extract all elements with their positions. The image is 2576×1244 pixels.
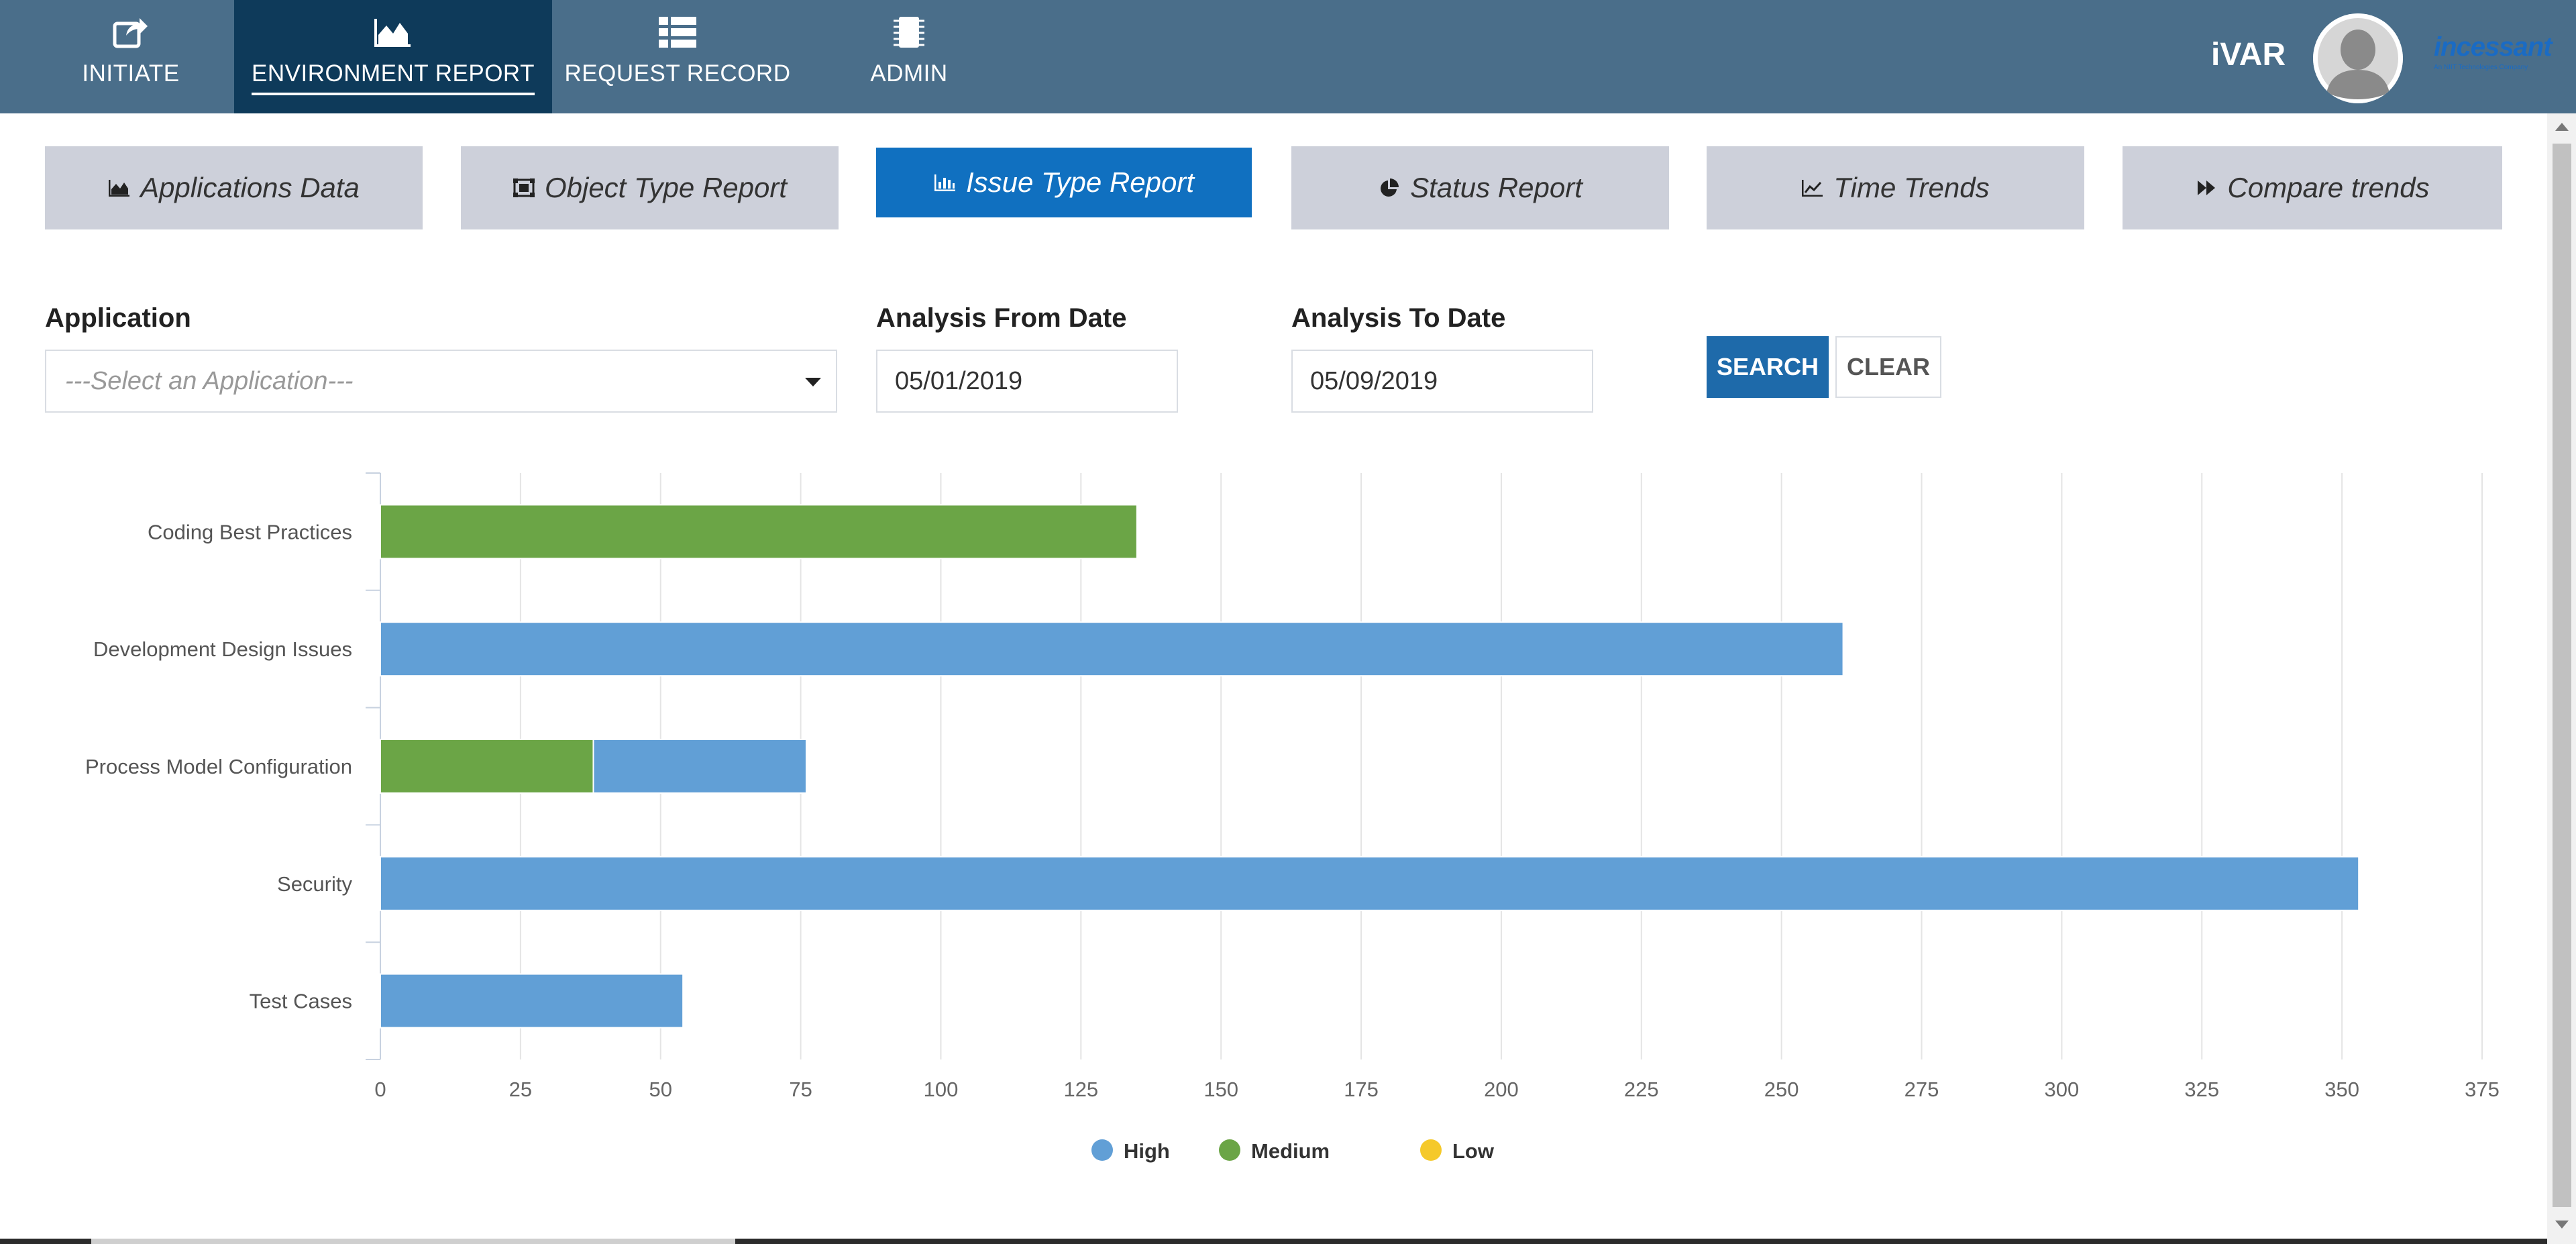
tab-time-trends[interactable]: Time Trends xyxy=(1707,146,2084,229)
x-tick-label: 275 xyxy=(1904,1078,1939,1101)
category-label: Security xyxy=(277,872,352,896)
legend-marker-low xyxy=(1420,1139,1442,1161)
bar-high xyxy=(592,739,807,794)
tab-label: Compare trends xyxy=(2227,172,2430,203)
bar-high xyxy=(380,621,1844,677)
nav-environment-report[interactable]: ENVIRONMENT REPORT xyxy=(234,0,552,113)
pie-chart-icon xyxy=(1378,178,1401,198)
application-select-placeholder: ---Select an Application--- xyxy=(65,366,354,395)
horizontal-scrollbar[interactable] xyxy=(0,1239,2547,1244)
x-tick-label: 0 xyxy=(374,1078,386,1101)
legend-label-low: Low xyxy=(1452,1139,1495,1163)
company-logo: incessant An NIIT Technologies Company xyxy=(2434,32,2553,81)
bar-chart-icon xyxy=(934,172,957,193)
tab-label: Applications Data xyxy=(140,172,360,203)
horizontal-scrollbar-thumb[interactable] xyxy=(91,1239,735,1244)
application-label: Application xyxy=(45,303,191,333)
issue-type-chart: 0 25 50 75 100 125 150 175 200 225 250 275 300 325 350… xyxy=(85,472,2500,1163)
tab-object-type-report[interactable]: Object Type Report xyxy=(461,146,839,229)
nav-label-initiate: INITIATE xyxy=(82,60,180,87)
legend-marker-high xyxy=(1091,1139,1113,1161)
tab-status-report[interactable]: Status Report xyxy=(1291,146,1669,229)
category-label: Test Cases xyxy=(250,990,352,1013)
x-tick-label: 100 xyxy=(924,1078,959,1101)
tab-compare-trends[interactable]: Compare trends xyxy=(2123,146,2502,229)
nav-request-record[interactable]: REQUEST RECORD xyxy=(564,0,792,113)
x-tick-label: 125 xyxy=(1063,1078,1098,1101)
vertical-scrollbar[interactable] xyxy=(2547,113,2576,1244)
application-select[interactable]: ---Select an Application--- xyxy=(45,350,837,413)
bar-high xyxy=(380,973,684,1029)
fast-forward-icon xyxy=(2195,178,2218,198)
x-tick-label: 225 xyxy=(1624,1078,1659,1101)
clear-button[interactable]: CLEAR xyxy=(1835,336,1941,398)
x-tick-label: 175 xyxy=(1344,1078,1379,1101)
area-chart-icon xyxy=(373,13,413,51)
list-icon xyxy=(657,13,698,51)
object-icon xyxy=(513,178,535,198)
area-chart-icon xyxy=(108,178,131,198)
top-nav-bar: INITIATE ENVIRONMENT REPORT REQUEST RECO… xyxy=(0,0,2576,113)
nav-initiate[interactable]: INITIATE xyxy=(40,0,221,113)
x-tick-label: 375 xyxy=(2465,1078,2500,1101)
line-chart-icon xyxy=(1801,178,1824,198)
legend-label-high: High xyxy=(1124,1139,1170,1163)
nav-label-request-record: REQUEST RECORD xyxy=(564,60,791,87)
share-icon xyxy=(111,13,151,51)
x-tick-label: 300 xyxy=(2045,1078,2080,1101)
to-date-label: Analysis To Date xyxy=(1291,303,1506,333)
to-date-input[interactable] xyxy=(1291,350,1593,413)
caret-down-icon xyxy=(805,378,821,386)
tab-label: Time Trends xyxy=(1833,172,1990,203)
tab-label: Object Type Report xyxy=(544,172,788,203)
logo-text: incessant xyxy=(2434,32,2553,62)
from-date-label: Analysis From Date xyxy=(876,303,1127,333)
user-avatar[interactable] xyxy=(2313,13,2403,103)
scrollbar-thumb[interactable] xyxy=(2553,144,2571,1207)
x-tick-label: 350 xyxy=(2324,1078,2359,1101)
nav-label-admin: ADMIN xyxy=(870,60,948,87)
x-tick-label: 200 xyxy=(1484,1078,1519,1101)
legend-label-medium: Medium xyxy=(1251,1139,1330,1163)
tab-label: Issue Type Report xyxy=(965,166,1195,198)
bar-medium xyxy=(380,739,594,794)
nav-label-environment-report: ENVIRONMENT REPORT xyxy=(252,60,535,95)
logo-subtext: An NIIT Technologies Company xyxy=(2434,64,2528,71)
x-tick-label: 150 xyxy=(1203,1078,1238,1101)
search-button[interactable]: SEARCH xyxy=(1707,336,1829,398)
category-label: Coding Best Practices xyxy=(148,520,352,543)
tab-label: Status Report xyxy=(1410,172,1582,203)
user-silhouette-icon xyxy=(2313,13,2403,103)
bar-medium xyxy=(380,504,1138,560)
bar-high xyxy=(380,856,2360,911)
chip-icon xyxy=(889,13,929,51)
scroll-down-icon[interactable] xyxy=(2555,1221,2569,1229)
category-label: Process Model Configuration xyxy=(85,755,352,778)
x-tick-label: 250 xyxy=(1764,1078,1799,1101)
tab-applications-data[interactable]: Applications Data xyxy=(45,146,423,229)
x-tick-label: 50 xyxy=(649,1078,672,1101)
x-tick-label: 75 xyxy=(789,1078,812,1101)
from-date-input[interactable] xyxy=(876,350,1178,413)
x-tick-label: 25 xyxy=(509,1078,532,1101)
brand-name: iVAR xyxy=(2211,37,2286,72)
x-tick-label: 325 xyxy=(2184,1078,2219,1101)
legend-marker-medium xyxy=(1219,1139,1240,1161)
category-label: Development Design Issues xyxy=(93,637,352,661)
scroll-up-icon[interactable] xyxy=(2555,123,2569,131)
nav-admin[interactable]: ADMIN xyxy=(832,0,986,113)
tab-issue-type-report[interactable]: Issue Type Report xyxy=(876,148,1252,217)
